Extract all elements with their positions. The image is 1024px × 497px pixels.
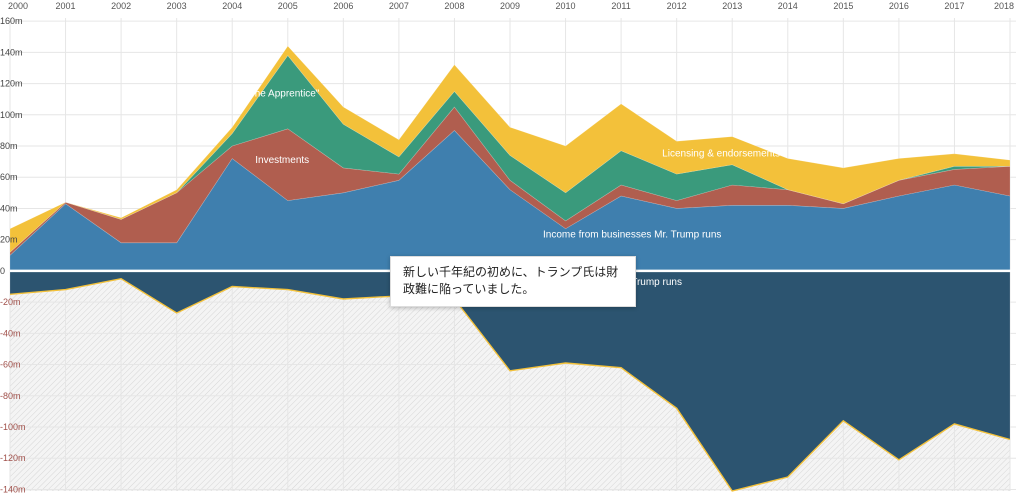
value-tick-label: -140m <box>0 484 26 494</box>
tooltip-text: 新しい千年紀の初めに、トランプ氏は財政難に陥っていました。 <box>403 265 619 296</box>
year-label: 2009 <box>500 1 520 11</box>
year-label: 2001 <box>56 1 76 11</box>
year-label: 2013 <box>722 1 742 11</box>
value-tick-label: 0 <box>0 266 5 276</box>
value-tick-label: 20m <box>0 235 18 245</box>
year-label: 2017 <box>944 1 964 11</box>
year-label: 2004 <box>222 1 242 11</box>
value-tick-label: -60m <box>0 360 21 370</box>
value-tick-label: 120m <box>0 79 23 89</box>
series-area <box>9 45 1011 253</box>
value-tick-label: -120m <box>0 453 26 463</box>
value-tick-label: 140m <box>0 47 23 57</box>
year-label: 2003 <box>167 1 187 11</box>
year-label: 2000 <box>8 1 28 11</box>
loss-edge-line <box>9 277 1011 492</box>
value-tick-label: 80m <box>0 141 18 151</box>
year-label: 2006 <box>333 1 353 11</box>
series-label: Investments <box>255 155 309 166</box>
year-label: 2016 <box>889 1 909 11</box>
year-label: 2018 <box>994 1 1014 11</box>
series-label: Licensing & endorsements <box>662 149 780 160</box>
year-label: 2015 <box>833 1 853 11</box>
value-tick-label: 40m <box>0 203 18 213</box>
value-tick-label: -40m <box>0 328 21 338</box>
value-tick-label: -20m <box>0 297 21 307</box>
year-label: 2002 <box>111 1 131 11</box>
year-label: 2008 <box>444 1 464 11</box>
year-label: 2005 <box>278 1 298 11</box>
series-label: Income from businesses Mr. Trump runs <box>543 230 721 241</box>
value-tick-label: 60m <box>0 172 18 182</box>
value-tick-label: 100m <box>0 110 23 120</box>
value-tick-label: -100m <box>0 422 26 432</box>
value-tick-label: 160m <box>0 16 23 26</box>
year-label: 2014 <box>778 1 798 11</box>
series-label: "The Apprentice" <box>245 89 320 100</box>
year-label: 2012 <box>667 1 687 11</box>
value-tick-label: -80m <box>0 391 21 401</box>
year-label: 2007 <box>389 1 409 11</box>
annotation-tooltip: 新しい千年紀の初めに、トランプ氏は財政難に陥っていました。 <box>390 256 636 307</box>
year-label: 2010 <box>556 1 576 11</box>
area-layer <box>9 45 1011 492</box>
year-label: 2011 <box>611 1 630 11</box>
